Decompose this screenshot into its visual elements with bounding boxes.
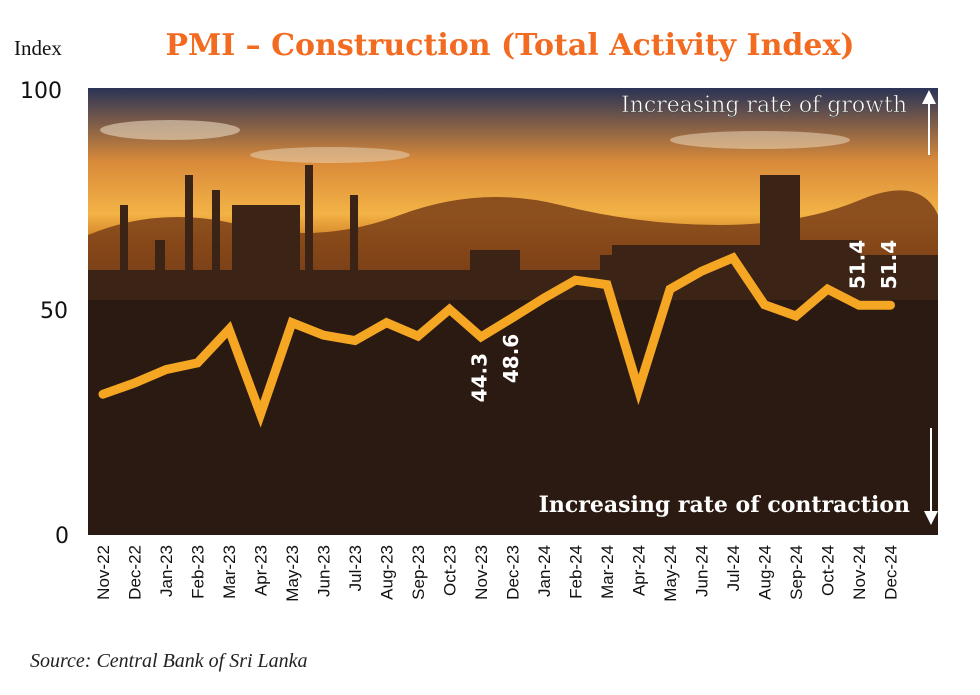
data-point-feb-23 [194,359,201,366]
x-tick-oct-23: Oct-23 [441,545,460,596]
data-point-jan-23 [163,366,169,373]
x-tick-mar-24: Mar-24 [598,545,617,599]
x-tick-aug-24: Aug-24 [756,545,775,600]
x-tick-dec-24: Dec-24 [882,545,901,600]
x-tick-apr-23: Apr-23 [252,545,271,596]
data-point-apr-23 [257,411,264,418]
x-tick-dec-23: Dec-23 [504,545,523,600]
x-tick-apr-24: Apr-24 [630,545,649,596]
x-tick-aug-23: Aug-23 [378,545,397,600]
background-scene [88,88,938,535]
x-tick-nov-22: Nov-22 [94,545,113,600]
y-tick-0: 0 [55,524,69,549]
data-label-nov-24: 51.4 [846,240,870,289]
data-point-aug-23 [383,319,390,326]
x-tick-nov-23: Nov-23 [472,545,491,600]
data-point-nov-22 [100,391,106,398]
data-point-dec-22 [131,380,138,387]
data-point-oct-23 [446,306,453,313]
x-tick-jan-23: Jan-23 [157,545,176,597]
construction-silhouette [88,165,938,300]
line-layer [98,252,895,428]
x-tick-jun-24: Jun-24 [693,545,712,597]
y-tick-100: 100 [20,79,62,104]
contraction-label: Increasing rate of contraction [539,492,910,518]
x-tick-dec-22: Dec-22 [126,545,145,600]
series-line [98,252,895,428]
data-label-dec-24: 51.4 [877,240,901,289]
data-label-layer: 44.3 48.6 51.4 51.4 [468,240,902,402]
source-note: Source: Central Bank of Sri Lanka [30,650,308,672]
data-point-jul-24 [730,254,736,261]
data-label-dec-23: 48.6 [499,334,523,383]
x-tick-may-23: May-23 [283,545,302,602]
point-layer [100,254,894,418]
data-point-jul-23 [352,337,358,344]
data-point-dec-24 [887,302,894,309]
x-tick-oct-24: Oct-24 [819,545,838,596]
data-point-aug-24 [761,301,768,308]
data-point-dec-23 [509,314,516,321]
cloud [670,131,850,149]
x-tick-jul-24: Jul-24 [724,545,743,591]
data-label-nov-23: 44.3 [468,353,492,402]
data-point-apr-24 [635,386,642,393]
data-point-sep-23 [415,333,421,340]
y-axis-label: Index [14,36,62,60]
x-tick-jul-23: Jul-23 [346,545,365,591]
data-point-mar-23 [226,326,232,333]
x-tick-sep-23: Sep-23 [409,545,428,600]
contraction-arrow [924,428,938,525]
y-axis: 100 50 0 [20,79,69,549]
data-point-feb-24 [572,277,579,284]
data-point-nov-24 [856,302,862,309]
y-tick-50: 50 [40,299,68,324]
data-point-jun-23 [320,332,327,339]
growth-label: Increasing rate of growth [621,93,907,118]
data-point-jun-24 [698,268,705,275]
x-tick-jun-23: Jun-23 [315,545,334,597]
chart-title: PMI – Construction (Total Activity Index… [165,28,854,63]
x-tick-may-24: May-24 [661,545,680,602]
x-axis-ticks: Nov-22 Dec-22 Jan-23 Feb-23 Mar-23 Apr-23 May-… [94,545,901,602]
x-tick-jan-24: Jan-24 [535,545,554,597]
x-tick-nov-24: Nov-24 [850,545,869,600]
data-point-nov-23 [478,333,484,340]
cloud [250,147,410,163]
data-point-mar-24 [604,281,610,288]
data-point-sep-24 [793,312,799,319]
cloud [100,120,240,140]
data-point-oct-24 [824,286,831,293]
x-tick-sep-24: Sep-24 [787,545,806,600]
data-point-may-23 [289,319,295,326]
growth-arrow [922,90,936,155]
data-point-jan-24 [541,295,547,302]
x-tick-feb-24: Feb-24 [567,545,586,599]
x-tick-feb-23: Feb-23 [189,545,208,599]
data-point-may-24 [667,286,673,293]
x-tick-mar-23: Mar-23 [220,545,239,599]
